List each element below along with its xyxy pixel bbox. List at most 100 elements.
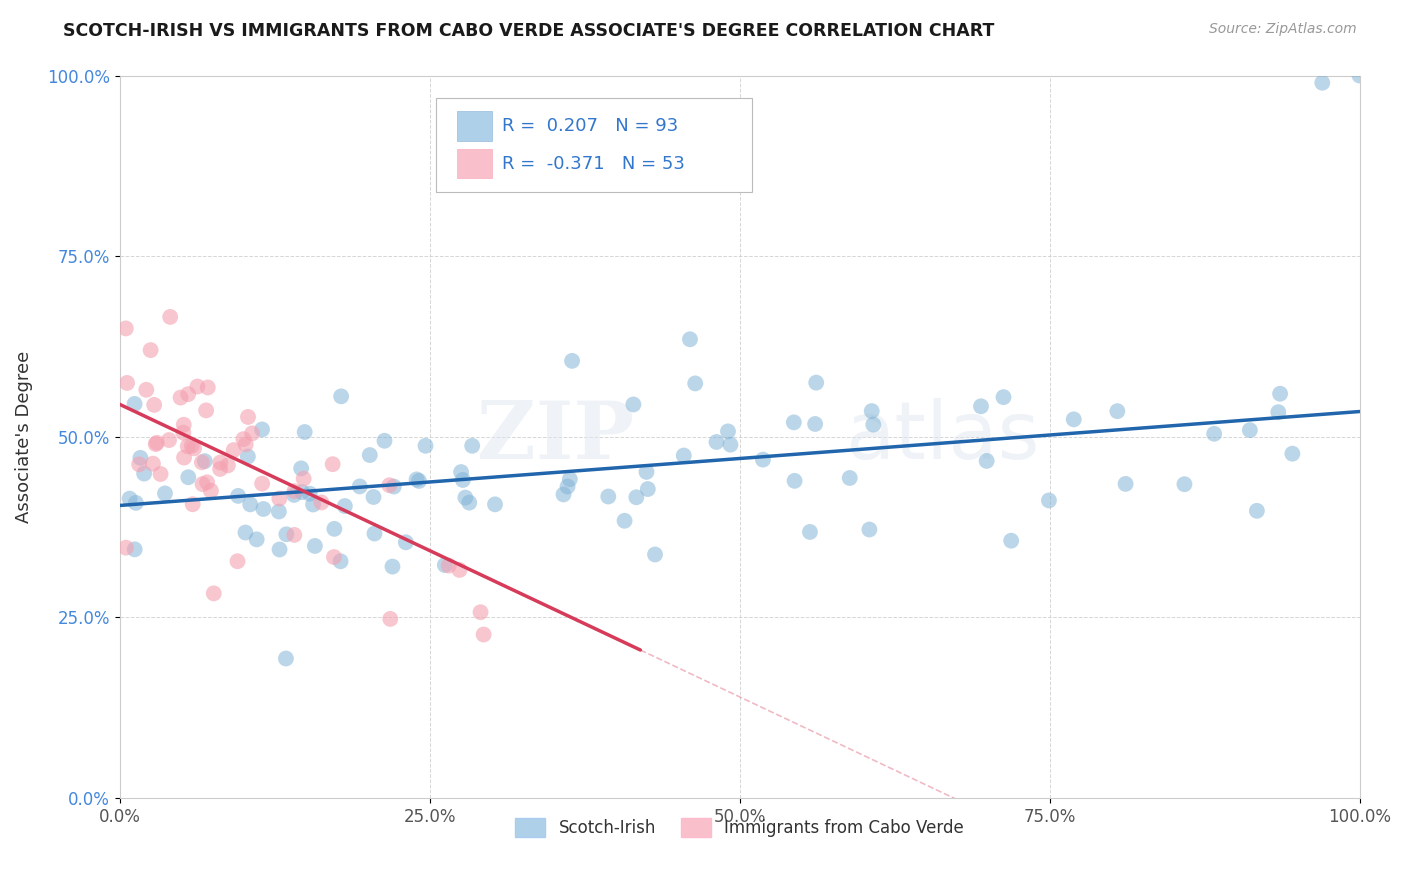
Point	[250, 476, 273, 491]
Point	[1000, 533, 1022, 548]
Point	[1267, 405, 1289, 419]
Point	[191, 455, 214, 469]
Point	[558, 472, 581, 486]
Point	[195, 403, 218, 417]
Point	[472, 627, 495, 641]
Point	[125, 496, 148, 510]
Point	[1268, 386, 1291, 401]
Point	[118, 491, 141, 506]
Point	[124, 542, 146, 557]
Point	[183, 442, 205, 456]
Point	[976, 454, 998, 468]
Point	[626, 490, 648, 504]
Point	[114, 321, 136, 335]
Point	[232, 432, 254, 446]
Point	[1204, 426, 1226, 441]
Point	[236, 409, 259, 424]
Point	[706, 434, 728, 449]
Point	[128, 458, 150, 472]
Point	[860, 404, 883, 418]
Point	[139, 343, 162, 358]
Point	[146, 435, 169, 450]
Point	[783, 415, 806, 429]
Point	[304, 539, 326, 553]
Point	[598, 490, 620, 504]
Point	[169, 391, 191, 405]
Point	[323, 522, 346, 536]
Point	[1063, 412, 1085, 426]
Point	[717, 425, 740, 439]
Point	[1348, 69, 1371, 83]
Point	[349, 479, 371, 493]
Text: R =  -0.371   N = 53: R = -0.371 N = 53	[502, 154, 685, 173]
Point	[149, 467, 172, 481]
Point	[124, 397, 146, 411]
Point	[177, 439, 200, 453]
Point	[454, 491, 477, 505]
Text: R =  0.207   N = 93: R = 0.207 N = 93	[502, 117, 678, 136]
Point	[323, 550, 346, 565]
Point	[267, 504, 290, 518]
Point	[226, 489, 249, 503]
Point	[395, 535, 418, 549]
Legend: Scotch-Irish, Immigrants from Cabo Verde: Scotch-Irish, Immigrants from Cabo Verde	[509, 812, 970, 844]
Point	[235, 525, 257, 540]
Point	[1246, 504, 1268, 518]
Point	[1115, 476, 1137, 491]
Point	[250, 422, 273, 436]
Point	[363, 526, 385, 541]
Point	[679, 332, 702, 346]
Point	[1107, 404, 1129, 418]
Point	[200, 483, 222, 498]
Point	[333, 499, 356, 513]
Point	[142, 457, 165, 471]
Point	[240, 426, 263, 441]
Point	[145, 437, 167, 451]
Point	[461, 439, 484, 453]
Point	[858, 523, 880, 537]
Point	[450, 465, 472, 479]
Point	[373, 434, 395, 448]
Point	[405, 472, 427, 486]
Text: atlas: atlas	[845, 398, 1039, 475]
Point	[177, 387, 200, 401]
Point	[159, 310, 181, 324]
Point	[804, 417, 827, 431]
Point	[484, 497, 506, 511]
Point	[799, 524, 821, 539]
Point	[408, 474, 430, 488]
Point	[235, 437, 257, 451]
Point	[382, 479, 405, 493]
Point	[283, 488, 305, 502]
Point	[115, 541, 138, 555]
Point	[1239, 423, 1261, 437]
Point	[1310, 76, 1333, 90]
Point	[173, 417, 195, 432]
Point	[132, 467, 155, 481]
Point	[173, 450, 195, 465]
Point	[172, 425, 194, 440]
Point	[292, 472, 315, 486]
Point	[672, 449, 695, 463]
Point	[269, 542, 291, 557]
Point	[470, 605, 492, 619]
Point	[283, 484, 305, 499]
Point	[143, 398, 166, 412]
Point	[561, 354, 583, 368]
Point	[209, 462, 232, 476]
Point	[252, 502, 274, 516]
Point	[217, 458, 239, 473]
Point	[302, 498, 325, 512]
Point	[553, 487, 575, 501]
Point	[1173, 477, 1195, 491]
Point	[157, 433, 180, 447]
Point	[276, 527, 298, 541]
Point	[363, 490, 385, 504]
Point	[191, 477, 214, 491]
Point	[290, 461, 312, 475]
Point	[195, 475, 218, 490]
Point	[636, 465, 658, 479]
Point	[613, 514, 636, 528]
Point	[437, 558, 460, 573]
Point	[637, 482, 659, 496]
